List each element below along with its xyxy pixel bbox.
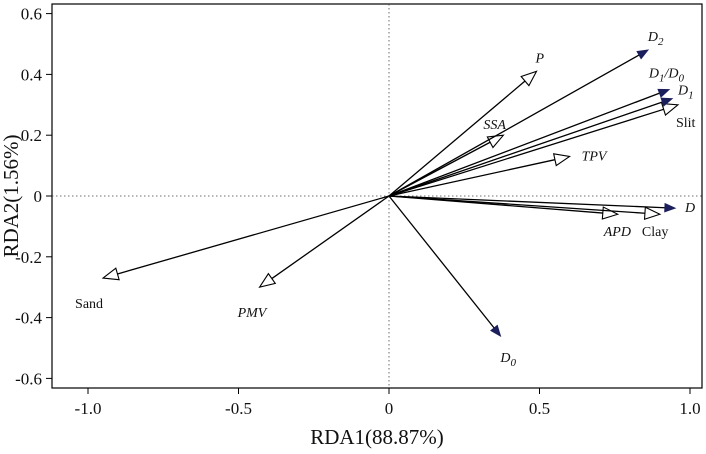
vector-label-text: TPV [582,149,608,164]
vector-line [388,195,495,329]
vector-line [388,54,640,197]
y-tick-label: 0.2 [21,126,42,145]
vector-d [388,195,677,213]
vector-d1 [388,97,674,197]
vector-label-subscript: 0 [679,73,685,85]
y-axis-title: RDA2(1.56%) [0,134,23,257]
open-arrowhead [486,134,505,149]
y-tick-label: 0.6 [21,5,42,24]
y-tick-label: 0 [34,187,43,206]
vector-label-d0: D0 [499,351,516,369]
vector-label-p: P [534,51,544,66]
x-tick-label: -0.5 [225,399,252,418]
x-tick-label: 0.5 [529,399,550,418]
vector-label-text: Sand [75,297,103,312]
vector-label-clay: Clay [642,225,668,240]
vector-line [388,108,664,197]
vector-d1-d0 [388,88,671,197]
vector-label-text: SSA [483,118,506,133]
vector-label-text: D [684,201,695,216]
vector-label-subscript: 2 [658,36,664,48]
vector-line [388,101,663,197]
filled-arrowhead [636,49,650,60]
x-axis-title: RDA1(88.87%) [310,425,444,449]
vector-apd [388,195,620,220]
vector-label-text: D [647,30,658,45]
vector-label-pmv: PMV [237,306,268,321]
vector-clay [388,195,662,220]
vector-d2 [388,49,650,197]
vector-line [117,195,390,275]
vector-slit [388,102,680,197]
vector-label-text: PMV [237,306,268,321]
vector-label-d1-d0: D1/D0 [648,67,685,85]
vector-label-d1: D1 [677,84,694,102]
vector-d0 [388,195,502,337]
vector-label-apd: APD [603,225,631,240]
vector-label-d: D [684,201,695,216]
filled-arrowhead [660,97,674,107]
x-tick-label: -1.0 [75,399,102,418]
x-tick-label: 0 [385,399,394,418]
open-arrowhead [643,206,662,220]
vector-sand [101,195,390,281]
vector-label-subscript: 1 [659,73,665,85]
y-axis-ticks: 0.6 0.4 0.2 0 -0.2 -0.4 -0.6 [15,5,52,388]
vector-line [388,195,645,214]
vector-label-text: D [499,351,510,366]
vector-label-sand: Sand [75,297,103,312]
y-tick-label: -0.6 [15,369,42,388]
vector-label-tpv: TPV [582,149,608,164]
vector-label-text: Slit [676,116,696,131]
filled-arrowhead [490,324,502,337]
vector-line [388,159,556,197]
vector-label-d2: D2 [647,30,664,48]
vector-label-text: D [648,67,659,82]
filled-arrowhead [664,202,677,213]
vector-line [271,195,390,280]
open-arrowhead [520,70,538,87]
open-arrowhead [661,102,680,116]
vector-line [388,195,665,209]
vector-line [388,80,526,197]
vector-label-text: D [677,84,688,99]
y-tick-label: -0.2 [15,248,42,267]
filled-arrowhead [657,88,671,98]
vector-label-slit: Slit [676,116,696,131]
open-arrowhead [258,272,277,289]
open-arrowhead [601,206,620,220]
vector-p [388,70,538,197]
y-tick-label: 0.4 [21,65,43,84]
vector-label-text: Clay [642,225,668,240]
vector-label-subscript: 0 [510,357,516,369]
open-arrowhead [101,267,120,281]
vector-label-text: P [534,51,544,66]
x-axis-ticks: -1.0 -0.5 0 0.5 1.0 [75,388,701,418]
x-tick-label: 1.0 [679,399,700,418]
zero-reference-lines [52,4,702,388]
vector-tpv [388,153,572,197]
vector-pmv [258,195,390,289]
vector-line [388,92,660,197]
open-arrowhead [552,153,572,167]
vector-label-text: APD [603,225,631,240]
vector-label-text: /D [664,67,679,82]
y-tick-label: -0.4 [15,309,42,328]
vector-label-subscript: 1 [688,90,694,102]
vector-label-ssa: SSA [483,118,506,133]
